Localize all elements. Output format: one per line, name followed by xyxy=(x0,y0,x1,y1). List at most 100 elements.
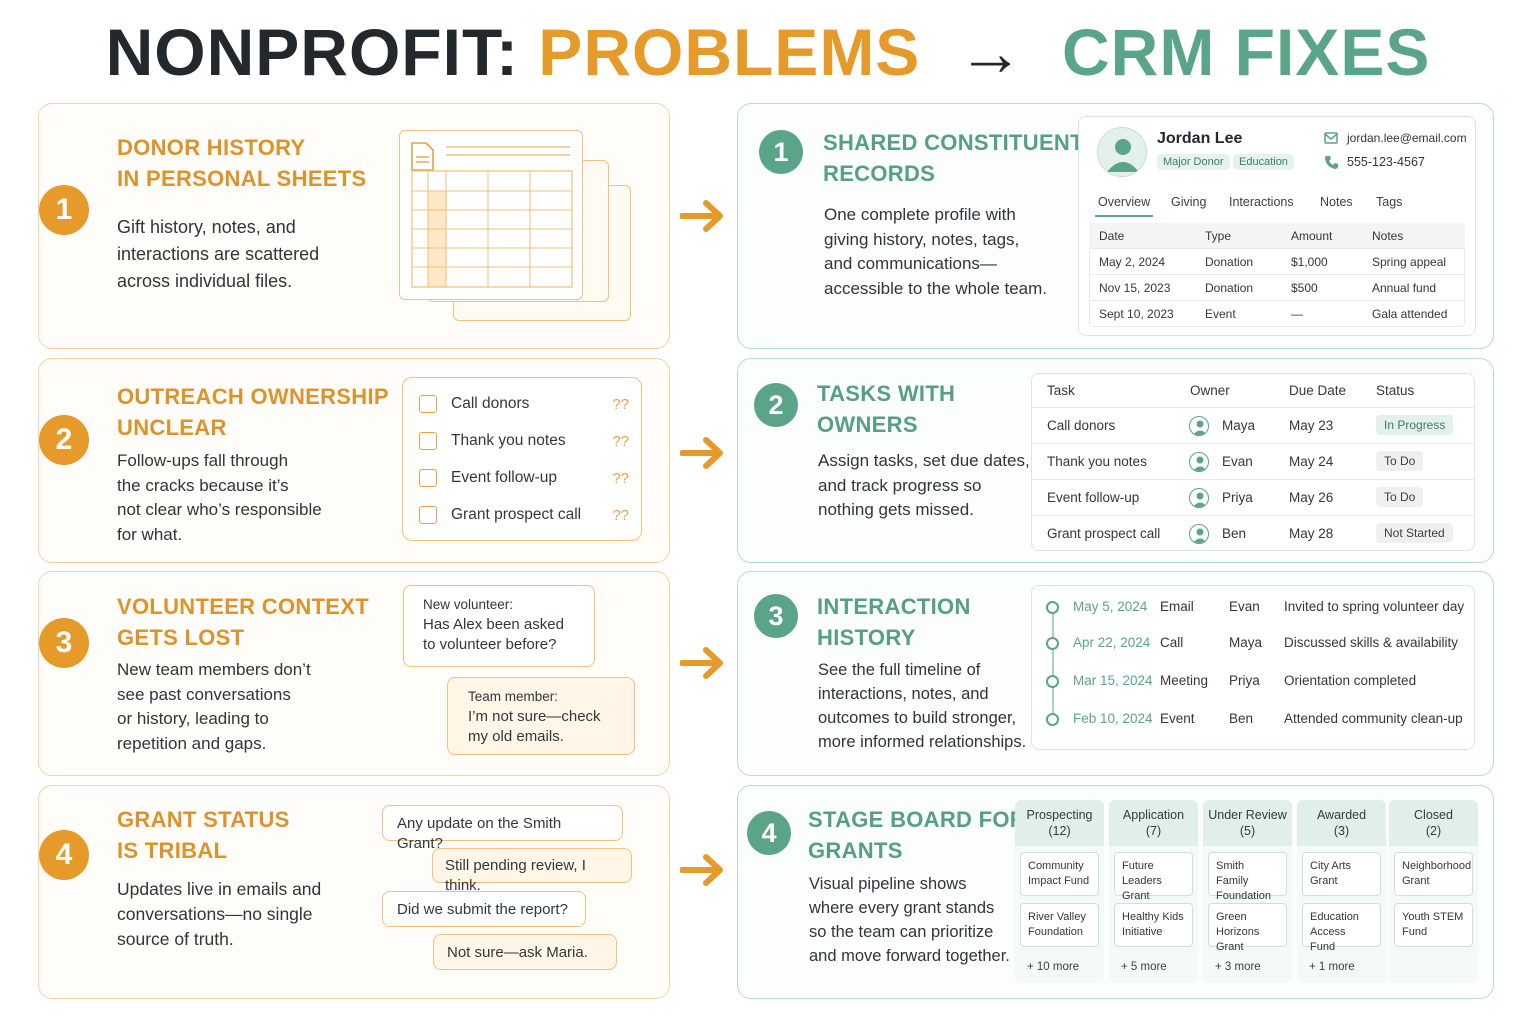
fix-card-1: 1 SHARED CONSTITUENT RECORDS One complet… xyxy=(737,103,1494,349)
grant-card[interactable]: Smith Family Foundation xyxy=(1208,852,1287,902)
checkbox-icon[interactable] xyxy=(419,432,437,450)
tab-overview[interactable]: Overview xyxy=(1098,195,1151,209)
active-tab-indicator xyxy=(1095,215,1153,217)
fix-card-4: 4 STAGE BOARD FOR GRANTS Visual pipeline… xyxy=(737,785,1494,999)
problem-desc-2: Follow-ups fall through the cracks becau… xyxy=(117,451,322,544)
constituent-profile: Jordan Lee Major Donor Education jordan.… xyxy=(1078,116,1476,336)
more-link[interactable]: + 5 more xyxy=(1121,961,1167,973)
speech-bubble-icon: Still pending review, I think. xyxy=(432,848,632,894)
tab-tags[interactable]: Tags xyxy=(1376,195,1403,209)
problem-number-2: 2 xyxy=(39,415,89,465)
fix-desc-3: See the full timeline of interactions, n… xyxy=(818,661,1027,751)
status-badge: To Do xyxy=(1376,451,1424,471)
checkbox-icon[interactable] xyxy=(419,469,437,487)
table-row[interactable]: Event follow-up Priya May 26 To Do xyxy=(1032,480,1474,516)
fix-title-1: SHARED CONSTITUENT RECORDS xyxy=(823,130,1084,186)
speech-bubble-icon: Any update on the Smith Grant? xyxy=(382,805,623,852)
arrow-right-icon xyxy=(680,854,723,886)
table-header: Date Type Amount Notes xyxy=(1089,223,1465,249)
timeline-dot-icon xyxy=(1046,675,1059,688)
grant-card[interactable]: Neighborhood Grant xyxy=(1394,852,1473,896)
grant-card[interactable]: City Arts Grant xyxy=(1302,852,1381,896)
problem-card-2: 2 OUTREACH OWNERSHIP UNCLEAR Follow-ups … xyxy=(38,358,670,563)
profile-name: Jordan Lee xyxy=(1157,130,1243,147)
status-badge: In Progress xyxy=(1376,415,1454,435)
status-badge: Not Started xyxy=(1376,523,1453,543)
timeline-item[interactable]: Feb 10, 2024 Event Ben Attended communit… xyxy=(1032,708,1472,732)
profile-email[interactable]: jordan.lee@email.com xyxy=(1347,131,1467,145)
user-icon xyxy=(1189,452,1209,472)
tab-notes[interactable]: Notes xyxy=(1320,195,1353,209)
table-header: Task Owner Due Date Status xyxy=(1032,374,1474,408)
checkbox-icon[interactable] xyxy=(419,395,437,413)
more-link[interactable]: + 10 more xyxy=(1027,961,1080,973)
grant-card[interactable]: Youth STEM Fund xyxy=(1394,903,1473,947)
phone-icon xyxy=(1325,156,1338,169)
timeline-line xyxy=(1052,608,1054,720)
stage-column-header: Application (7) xyxy=(1109,800,1198,846)
checklist-item[interactable]: Call donors ?? xyxy=(419,392,629,416)
grant-card[interactable]: Future Leaders Grant xyxy=(1114,852,1193,902)
problem-desc-1: Gift history, notes, and interactions ar… xyxy=(117,217,320,291)
user-icon xyxy=(1189,524,1209,544)
timeline-item[interactable]: May 5, 2024 Email Evan Invited to spring… xyxy=(1032,596,1472,620)
email-icon xyxy=(1324,132,1338,144)
unassigned-checklist: Call donors ?? Thank you notes ?? Event … xyxy=(402,377,642,541)
fix-number-2: 2 xyxy=(754,383,798,427)
spreadsheet-icon xyxy=(399,130,635,322)
checklist-item[interactable]: Thank you notes ?? xyxy=(419,429,629,453)
title-problems: PROBLEMS xyxy=(538,15,921,89)
fix-number-4: 4 xyxy=(747,811,791,855)
fix-title-3: INTERACTION HISTORY xyxy=(817,594,971,650)
more-link[interactable]: + 3 more xyxy=(1215,961,1261,973)
task-table: Task Owner Due Date Status Call donors M… xyxy=(1031,373,1475,551)
checklist-item[interactable]: Grant prospect call ?? xyxy=(419,503,629,527)
grant-card[interactable]: Healthy Kids Initiative xyxy=(1114,903,1193,947)
problem-card-3: 3 VOLUNTEER CONTEXT GETS LOST New team m… xyxy=(38,571,670,776)
problem-card-1: 1 DONOR HISTORY IN PERSONAL SHEETS Gift … xyxy=(38,103,670,349)
stage-column-header: Awarded (3) xyxy=(1297,800,1386,846)
user-icon xyxy=(1189,416,1209,436)
arrow-right-icon xyxy=(680,437,723,469)
timeline-dot-icon xyxy=(1046,713,1059,726)
stage-column-header: Closed (2) xyxy=(1389,800,1478,846)
fix-card-2: 2 TASKS WITH OWNERS Assign tasks, set du… xyxy=(737,358,1494,563)
checkbox-icon[interactable] xyxy=(419,506,437,524)
status-badge: To Do xyxy=(1376,487,1424,507)
user-icon xyxy=(1097,127,1147,177)
fix-number-1: 1 xyxy=(759,130,803,174)
tab-interactions[interactable]: Interactions xyxy=(1229,195,1294,209)
timeline-item[interactable]: Mar 15, 2024 Meeting Priya Orientation c… xyxy=(1032,670,1472,694)
tab-giving[interactable]: Giving xyxy=(1171,195,1207,209)
stage-column-header: Prospecting (12) xyxy=(1015,800,1104,846)
stage-column-closed: Closed (2) Neighborhood Grant Youth STEM Fu… xyxy=(1389,800,1478,983)
arrow-right-icon xyxy=(680,647,723,679)
problem-title-2: OUTREACH OWNERSHIP UNCLEAR xyxy=(117,384,389,440)
speech-bubble-icon: Not sure—ask Maria. xyxy=(433,934,617,970)
fix-desc-4: Visual pipeline shows where every grant … xyxy=(809,875,1010,965)
table-row[interactable]: Call donors Maya May 23 In Progress xyxy=(1032,408,1474,444)
table-row[interactable]: Grant prospect call Ben May 28 Not Start… xyxy=(1032,516,1474,552)
timeline-item[interactable]: Apr 22, 2024 Call Maya Discussed skills … xyxy=(1032,632,1472,656)
grant-card[interactable]: River Valley Foundation xyxy=(1020,903,1099,947)
table-row[interactable]: Sept 10, 2023 Event — Gala attended xyxy=(1099,307,1448,321)
grant-card[interactable]: Green Horizons Grant xyxy=(1208,903,1287,953)
speech-bubble-icon: Did we submit the report? xyxy=(382,891,586,927)
title-crm-fixes: CRM FIXES xyxy=(1062,15,1431,89)
table-row[interactable]: May 2, 2024 Donation $1,000 Spring appea… xyxy=(1089,249,1465,275)
fix-desc-2: Assign tasks, set due dates, and track p… xyxy=(818,451,1030,519)
tag-badge: Major Donor xyxy=(1157,154,1230,170)
table-row[interactable]: Thank you notes Evan May 24 To Do xyxy=(1032,444,1474,480)
grant-card[interactable]: Education Access Fund xyxy=(1302,903,1381,953)
stage-column-awarded: Awarded (3) City Arts Grant Education Acces… xyxy=(1297,800,1386,983)
title-arrow: → xyxy=(957,15,1025,89)
grant-card[interactable]: Community Impact Fund xyxy=(1020,852,1099,896)
fix-title-2: TASKS WITH OWNERS xyxy=(817,381,956,437)
problem-title-3: VOLUNTEER CONTEXT GETS LOST xyxy=(117,594,369,650)
checklist-item[interactable]: Event follow-up ?? xyxy=(419,466,629,490)
profile-phone[interactable]: 555-123-4567 xyxy=(1347,155,1425,169)
speech-bubble-icon: Team member: I’m not sure—check my old e… xyxy=(447,677,635,755)
table-row[interactable]: Nov 15, 2023 Donation $500 Annual fund xyxy=(1089,275,1465,301)
problem-number-4: 4 xyxy=(39,830,89,880)
more-link[interactable]: + 1 more xyxy=(1309,961,1355,973)
